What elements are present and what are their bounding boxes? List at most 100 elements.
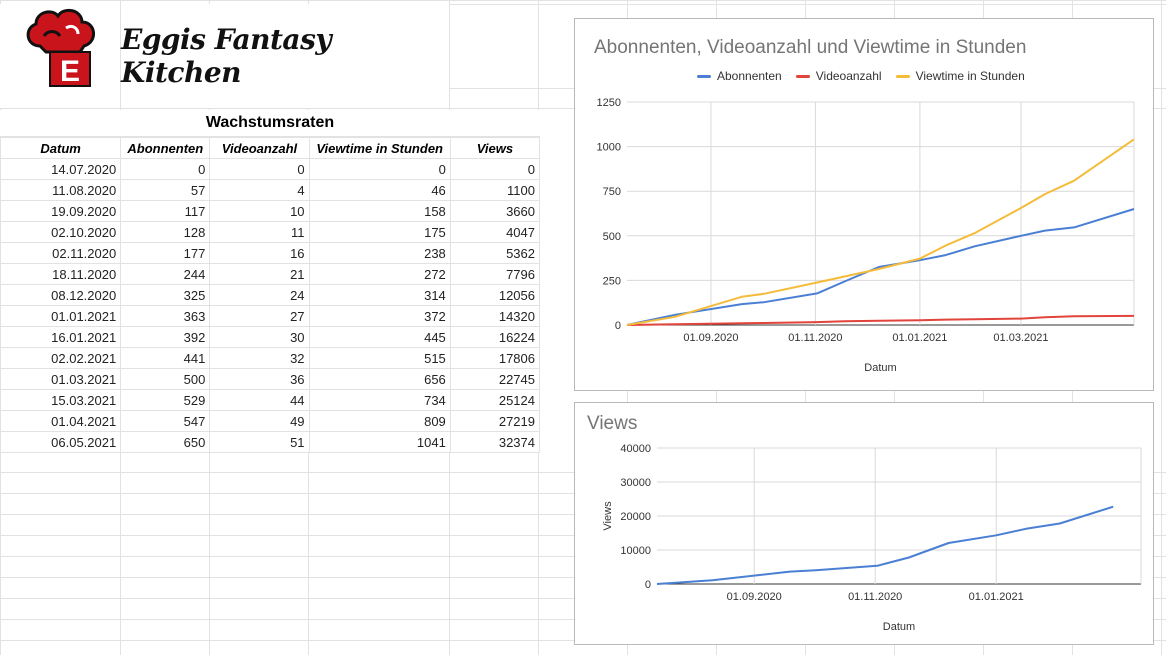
chart2-ytick-label: 30000 (620, 477, 651, 489)
legend-swatch-yellow (895, 74, 910, 78)
header-views[interactable]: Views (449, 137, 541, 159)
table-cell[interactable]: 10 (209, 200, 310, 222)
chart-views[interactable]: Views 0 10000 20000 30000 40000 01.09.2020 01.… (574, 402, 1154, 645)
table-cell[interactable]: 15.03.2021 (0, 389, 122, 411)
table-cell[interactable]: 650 (120, 431, 211, 453)
table-cell[interactable]: 515 (308, 347, 451, 369)
legend-item-videoanzahl[interactable]: Videoanzahl (795, 69, 882, 83)
table-cell[interactable]: 175 (308, 221, 451, 243)
table-cell[interactable]: 0 (449, 158, 541, 180)
table-cell[interactable]: 32374 (449, 431, 541, 453)
table-cell[interactable]: 06.05.2021 (0, 431, 122, 453)
chart1-legend: Abonnenten Videoanzahl Viewtime in Stund… (697, 69, 1025, 83)
table-row: 02.02.2021 441 32 515 17806 (0, 347, 541, 369)
table-cell[interactable]: 36 (209, 368, 310, 390)
table-cell[interactable]: 14320 (449, 305, 541, 327)
table-cell[interactable]: 500 (120, 368, 211, 390)
table-cell[interactable]: 809 (308, 410, 451, 432)
table-cell[interactable]: 4 (209, 179, 310, 201)
table-cell[interactable]: 177 (120, 242, 211, 264)
chef-hat-logo-icon: E (26, 8, 95, 88)
table-cell[interactable]: 16.01.2021 (0, 326, 122, 348)
table-cell[interactable]: 32 (209, 347, 310, 369)
brand-title: Eggis Fantasy Kitchen (121, 23, 332, 89)
table-cell[interactable]: 30 (209, 326, 310, 348)
table-cell[interactable]: 27 (209, 305, 310, 327)
header-abonnenten[interactable]: Abonnenten (120, 137, 211, 159)
table-cell[interactable]: 25124 (449, 389, 541, 411)
table-cell[interactable]: 0 (209, 158, 310, 180)
table-cell[interactable]: 12056 (449, 284, 541, 306)
table-cell[interactable]: 24 (209, 284, 310, 306)
legend-item-viewtime[interactable]: Viewtime in Stunden (895, 69, 1025, 83)
legend-label: Viewtime in Stunden (915, 69, 1025, 83)
table-cell[interactable]: 314 (308, 284, 451, 306)
table-cell[interactable]: 11 (209, 221, 310, 243)
header-videoanzahl[interactable]: Videoanzahl (209, 137, 310, 159)
table-cell[interactable]: 0 (308, 158, 451, 180)
table-cell[interactable]: 1100 (449, 179, 541, 201)
chart1-plot: 0 250 500 750 1000 1250 01.09.2020 01.11.2020 01… (597, 97, 1135, 374)
table-cell[interactable]: 51 (209, 431, 310, 453)
table-cell[interactable]: 01.01.2021 (0, 305, 122, 327)
table-cell[interactable]: 158 (308, 200, 451, 222)
table-cell[interactable]: 18.11.2020 (0, 263, 122, 285)
table-cell[interactable]: 17806 (449, 347, 541, 369)
table-cell[interactable]: 363 (120, 305, 211, 327)
table-cell[interactable]: 372 (308, 305, 451, 327)
table-cell[interactable]: 21 (209, 263, 310, 285)
table-cell[interactable]: 0 (120, 158, 211, 180)
table-cell[interactable]: 49 (209, 410, 310, 432)
legend-swatch-red (795, 74, 810, 78)
table-cell[interactable]: 02.11.2020 (0, 242, 122, 264)
table-cell[interactable]: 529 (120, 389, 211, 411)
table-cell[interactable]: 238 (308, 242, 451, 264)
chart2-title: Views (587, 413, 638, 434)
table-cell[interactable]: 46 (308, 179, 451, 201)
table-cell[interactable]: 02.02.2021 (0, 347, 122, 369)
chart2-ytick-label: 40000 (620, 443, 651, 455)
table-cell[interactable]: 7796 (449, 263, 541, 285)
table-cell[interactable]: 3660 (449, 200, 541, 222)
table-cell[interactable]: 57 (120, 179, 211, 201)
table-cell[interactable]: 5362 (449, 242, 541, 264)
table-cell[interactable]: 1041 (308, 431, 451, 453)
table-cell[interactable]: 44 (209, 389, 310, 411)
table-cell[interactable]: 08.12.2020 (0, 284, 122, 306)
table-cell[interactable]: 01.04.2021 (0, 410, 122, 432)
table-cell[interactable]: 445 (308, 326, 451, 348)
table-cell[interactable]: 4047 (449, 221, 541, 243)
chart1-series-line (626, 314, 1135, 326)
table-cell[interactable]: 272 (308, 263, 451, 285)
table-cell[interactable]: 325 (120, 284, 211, 306)
table-row: 01.03.2021 500 36 656 22745 (0, 368, 541, 390)
legend-swatch-blue (697, 74, 711, 78)
growth-table: Wachstumsraten Datum Abonnenten Videoanz… (0, 110, 541, 453)
table-row: 06.05.2021 650 51 1041 32374 (0, 431, 541, 453)
table-cell[interactable]: 11.08.2020 (0, 179, 122, 201)
table-cell[interactable]: 117 (120, 200, 211, 222)
table-cell[interactable]: 16 (209, 242, 310, 264)
chart1-xtick-label: 01.09.2020 (683, 332, 738, 344)
header-viewtime[interactable]: Viewtime in Stunden (308, 137, 451, 159)
table-cell[interactable]: 734 (308, 389, 451, 411)
logo-letter: E (60, 55, 80, 88)
table-cell[interactable]: 547 (120, 410, 211, 432)
table-cell[interactable]: 244 (120, 263, 211, 285)
table-cell[interactable]: 14.07.2020 (0, 158, 122, 180)
table-cell[interactable]: 01.03.2021 (0, 368, 122, 390)
legend-item-abonnenten[interactable]: Abonnenten (697, 69, 782, 83)
table-cell[interactable]: 02.10.2020 (0, 221, 122, 243)
table-cell[interactable]: 656 (308, 368, 451, 390)
table-cell[interactable]: 22745 (449, 368, 541, 390)
table-cell[interactable]: 16224 (449, 326, 541, 348)
chart2-series-line (656, 505, 1114, 585)
table-cell[interactable]: 27219 (449, 410, 541, 432)
table-cell[interactable]: 19.09.2020 (0, 200, 122, 222)
chart-subscribers-videos-viewtime[interactable]: Abonnenten, Videoanzahl und Viewtime in … (574, 18, 1154, 391)
table-cell[interactable]: 128 (120, 221, 211, 243)
chart2-ytick-label: 0 (645, 579, 651, 591)
table-cell[interactable]: 441 (120, 347, 211, 369)
header-datum[interactable]: Datum (0, 137, 122, 159)
table-cell[interactable]: 392 (120, 326, 211, 348)
